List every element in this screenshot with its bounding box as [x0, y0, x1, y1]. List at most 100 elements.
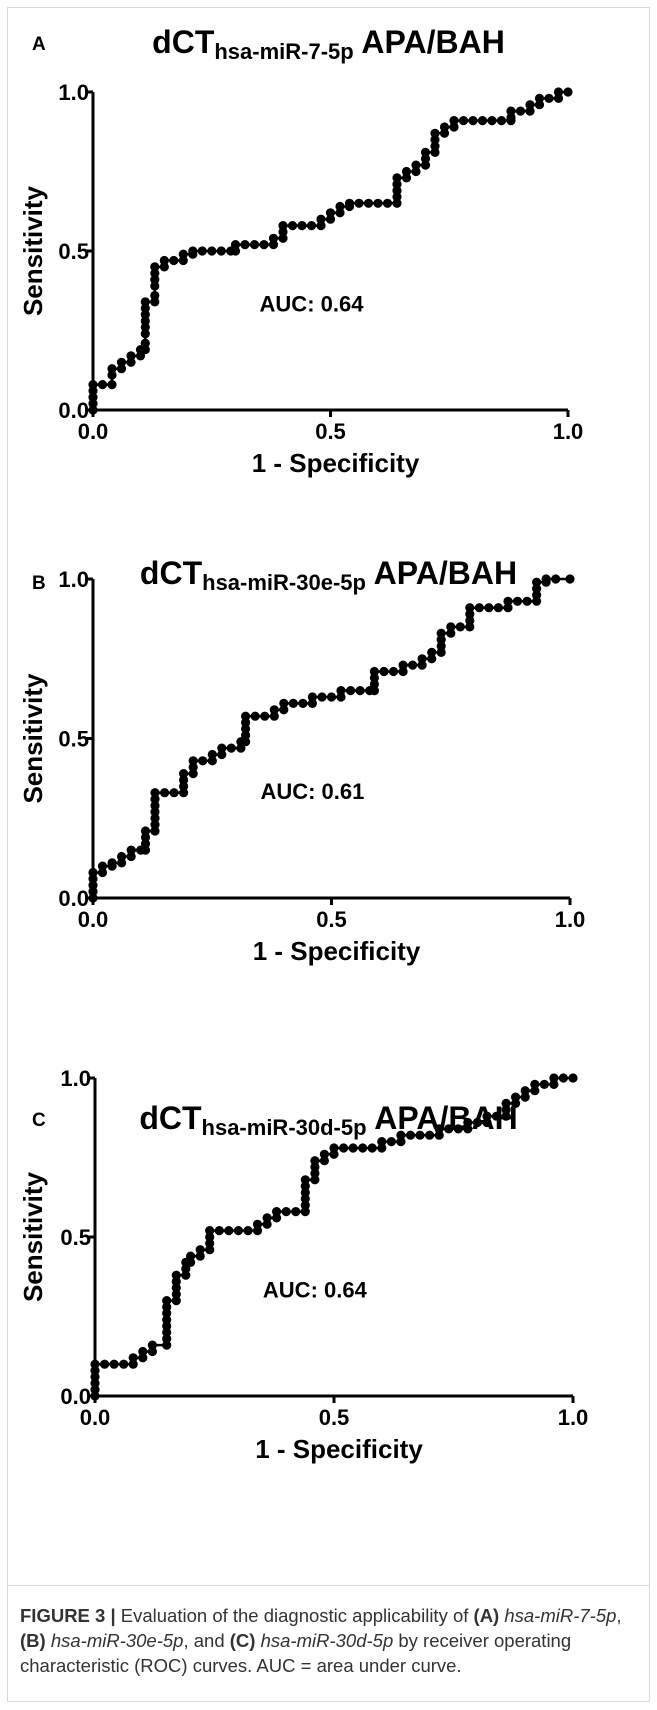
roc-point: [281, 1207, 291, 1217]
roc-point: [262, 1213, 272, 1223]
roc-point: [307, 698, 317, 709]
roc-point: [107, 370, 117, 380]
x-tick-label: 0.5: [319, 1405, 350, 1430]
roc-point: [420, 154, 431, 164]
roc-point: [188, 769, 198, 779]
roc-point: [430, 141, 440, 151]
roc-point: [298, 698, 308, 709]
x-axis-label: 1 - Specificity: [253, 936, 421, 966]
roc-point: [369, 686, 379, 696]
roc-point: [186, 1257, 196, 1267]
roc-point: [162, 1340, 172, 1350]
roc-point: [539, 1079, 549, 1089]
roc-point: [147, 1346, 157, 1357]
roc-point: [90, 1385, 100, 1395]
roc-point: [278, 221, 288, 231]
x-tick-label: 0.5: [315, 419, 346, 444]
roc-point: [252, 1219, 263, 1229]
roc-point: [216, 246, 226, 256]
roc-point: [373, 198, 383, 208]
roc-point: [236, 743, 246, 753]
title-suffix: APA/BAH: [361, 24, 505, 60]
roc-point: [417, 654, 427, 664]
roc-point: [188, 756, 198, 766]
roc-point: [268, 233, 279, 243]
roc-point: [150, 813, 160, 823]
roc-point: [90, 1359, 100, 1369]
figure-caption: FIGURE 3 | Evaluation of the diagnostic …: [20, 1603, 645, 1678]
roc-point: [233, 1226, 243, 1236]
roc-point: [269, 711, 279, 721]
panel-letter-c: C: [32, 1110, 46, 1131]
y-tick-label: 1.0: [58, 567, 89, 592]
caption-ref-b: (B): [20, 1630, 46, 1651]
roc-point: [401, 166, 412, 177]
roc-point: [150, 290, 160, 301]
roc-point: [525, 100, 535, 110]
roc-point: [367, 1143, 377, 1153]
roc-point: [107, 364, 117, 374]
roc-point: [553, 93, 564, 103]
x-tick-label: 1.0: [558, 1405, 589, 1430]
roc-point: [436, 641, 446, 651]
roc-point: [501, 1105, 511, 1115]
roc-point: [140, 303, 150, 313]
roc-point: [354, 198, 364, 208]
caption-text-1: Evaluation of the diagnostic applicabili…: [115, 1605, 474, 1626]
x-axis-label: 1 - Specificity: [255, 1434, 423, 1464]
roc-point: [107, 380, 117, 390]
roc-point: [140, 845, 151, 855]
roc-point: [532, 590, 542, 600]
roc-point: [100, 1359, 110, 1369]
roc-point: [522, 596, 532, 606]
roc-point: [465, 622, 475, 632]
roc-point: [339, 1143, 349, 1153]
roc-point: [126, 851, 136, 862]
y-tick-label: 1.0: [58, 80, 89, 105]
roc-point: [510, 1098, 521, 1108]
roc-point: [434, 1130, 444, 1140]
roc-point: [243, 1226, 253, 1236]
roc-point: [207, 756, 217, 766]
roc-point: [501, 1111, 511, 1121]
roc-point: [181, 1270, 191, 1280]
roc-point: [241, 730, 251, 740]
roc-point: [150, 794, 160, 804]
roc-point: [150, 800, 160, 811]
roc-curve: [91, 90, 568, 410]
roc-point: [128, 1359, 138, 1369]
roc-point: [520, 1086, 530, 1096]
roc-point: [140, 826, 151, 836]
roc-point: [408, 660, 418, 670]
roc-point: [392, 198, 402, 208]
roc-point: [259, 240, 269, 250]
roc-point: [300, 1181, 310, 1191]
auc-annotation: AUC: 0.61: [260, 779, 364, 804]
roc-point: [252, 1226, 263, 1236]
x-tick-label: 1.0: [555, 907, 586, 932]
roc-point: [197, 246, 207, 256]
roc-point: [160, 788, 170, 798]
roc-point: [195, 1245, 205, 1255]
roc-point: [214, 1226, 224, 1236]
y-tick-label: 1.0: [60, 1066, 91, 1091]
roc-point: [392, 192, 402, 202]
roc-point: [425, 1130, 435, 1140]
roc-point: [150, 788, 160, 798]
caption-text-3: , and: [183, 1630, 230, 1651]
roc-point: [420, 147, 431, 157]
roc-point: [278, 233, 288, 243]
roc-point: [344, 198, 355, 208]
roc-point: [240, 240, 250, 250]
roc-point: [379, 666, 389, 677]
roc-point: [317, 692, 327, 702]
roc-point: [171, 1270, 181, 1280]
roc-point: [482, 1111, 492, 1121]
roc-point: [369, 673, 379, 683]
roc-point: [325, 208, 336, 218]
roc-point: [300, 1187, 310, 1198]
roc-point: [430, 147, 440, 157]
roc-point: [482, 1117, 492, 1128]
roc-point: [396, 1130, 406, 1140]
